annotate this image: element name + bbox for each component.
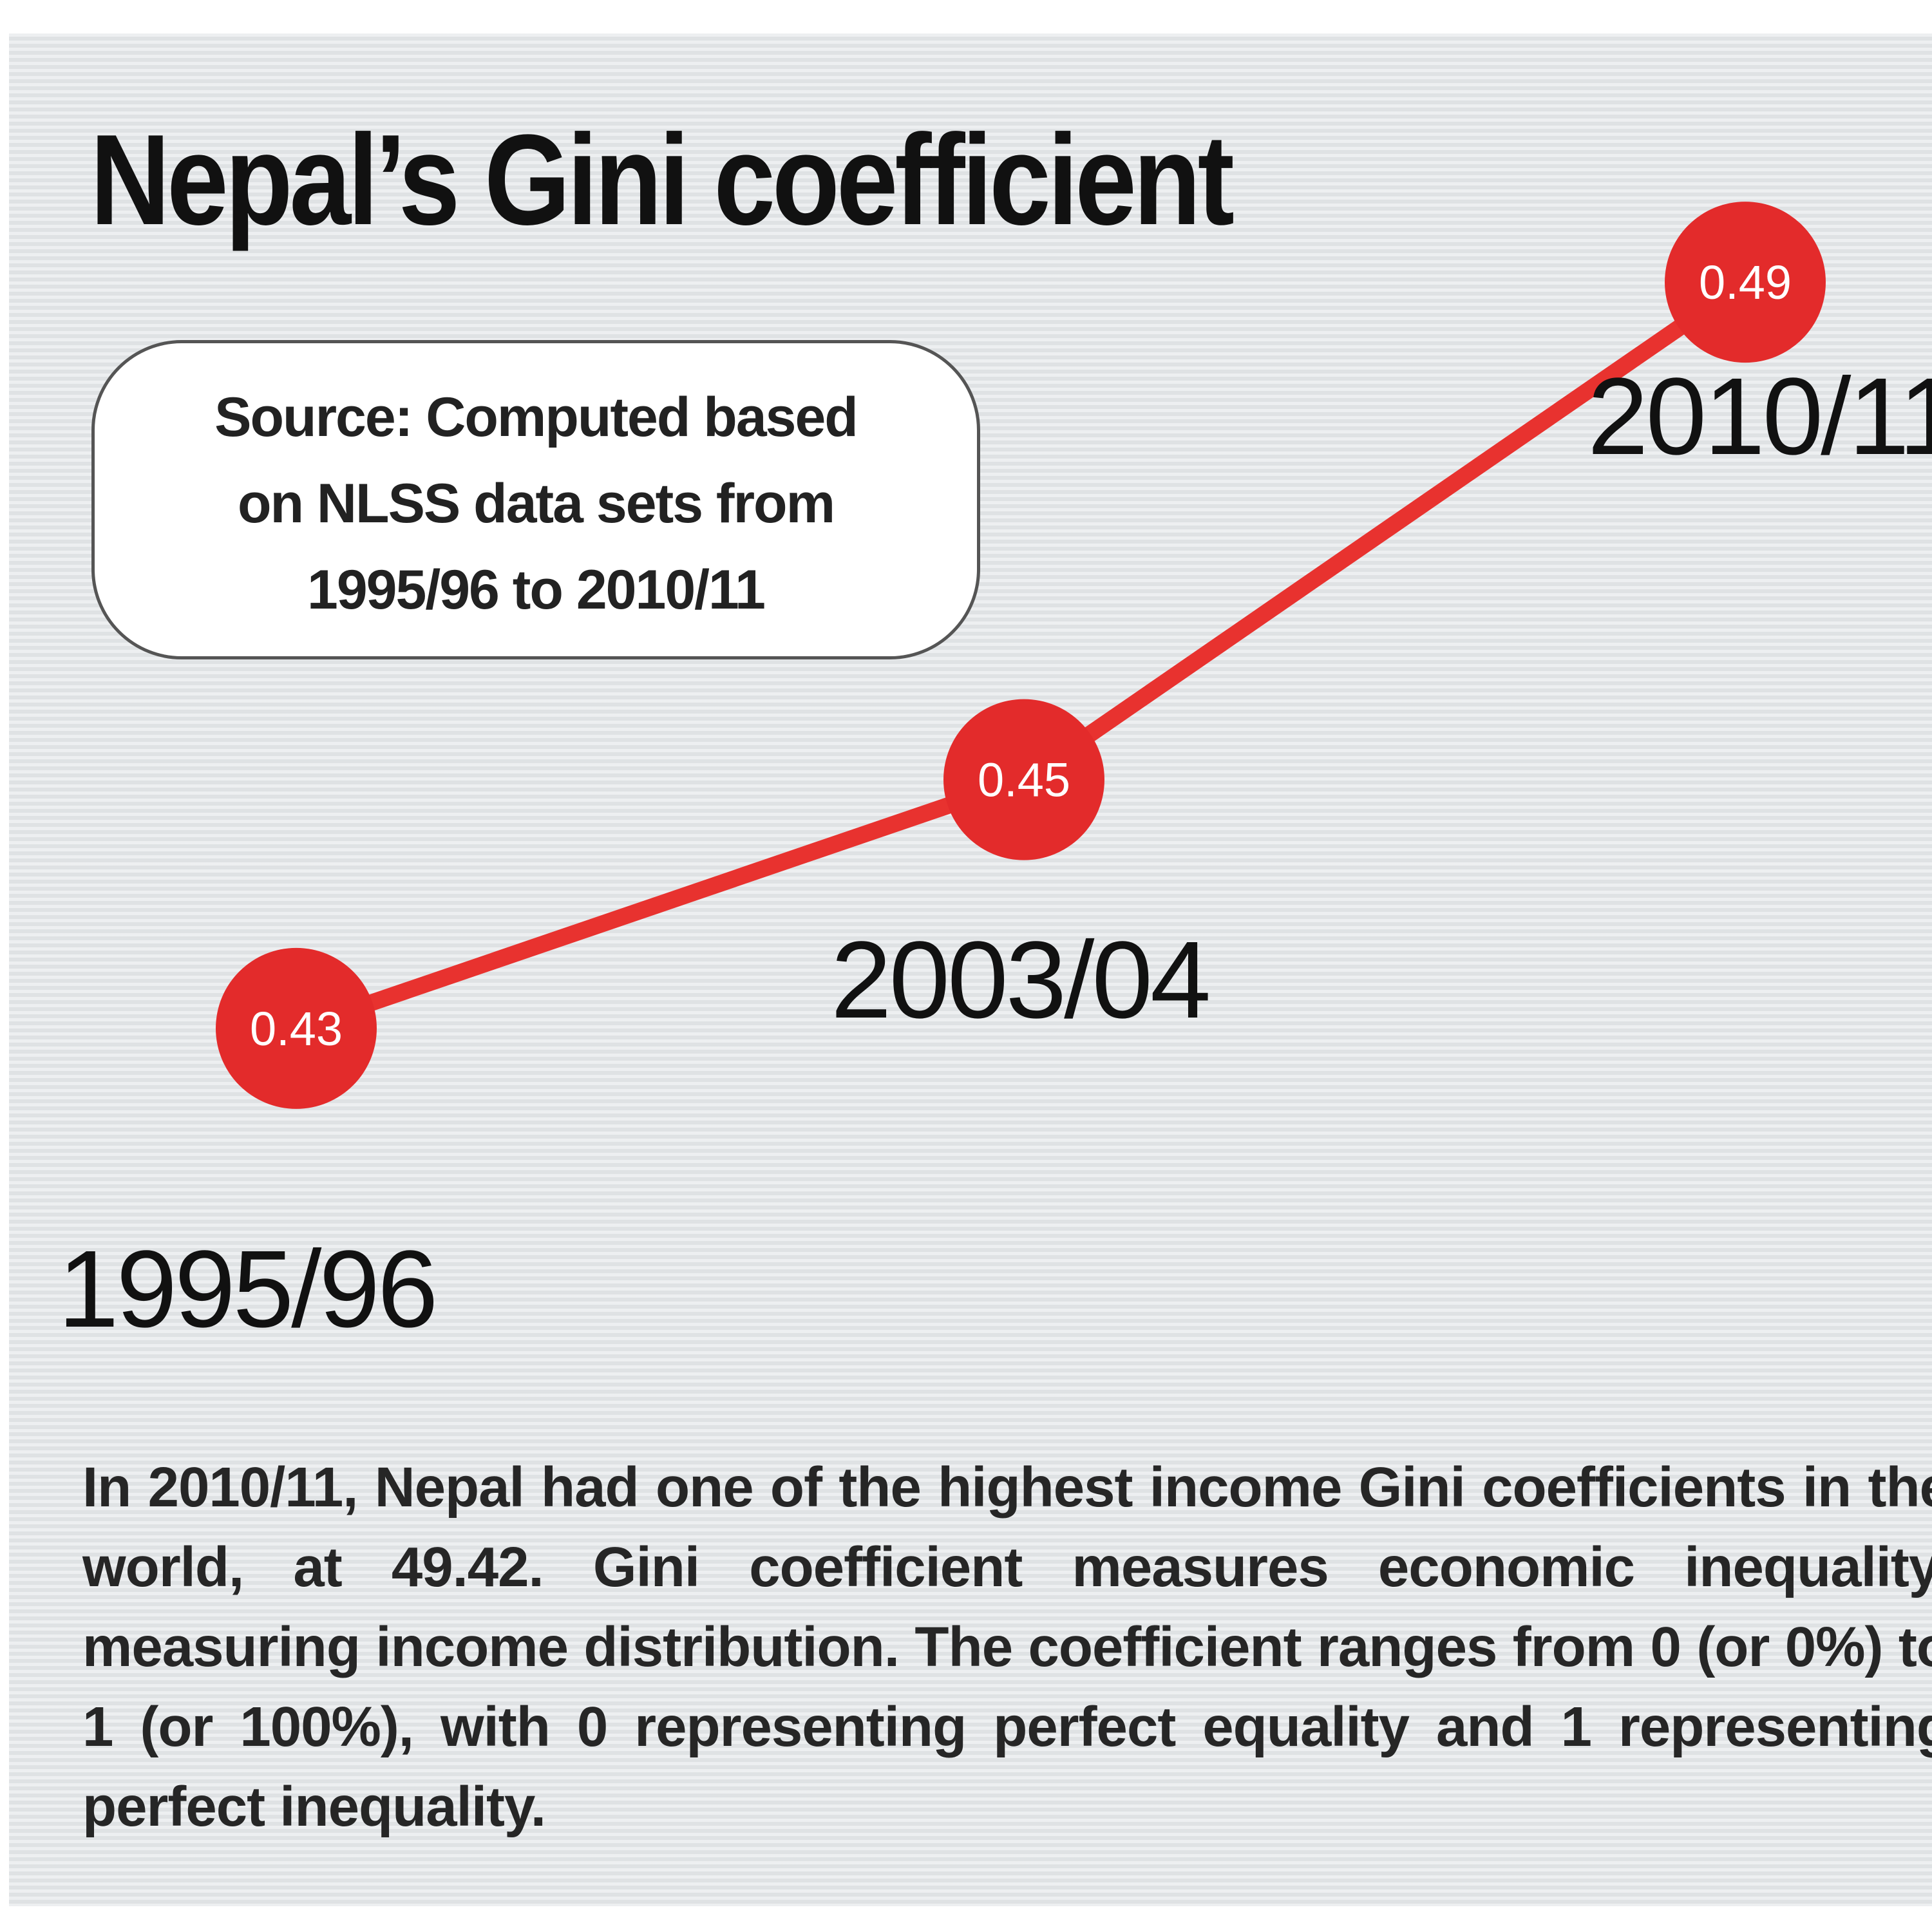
source-line-3: 1995/96 to 2010/11 <box>307 559 766 621</box>
point-marker <box>216 947 377 1109</box>
category-label-layer: 1995/96 2003/04 2010/11 <box>58 355 1932 1350</box>
point-marker <box>1665 202 1826 363</box>
source-line-1: Source: Computed based <box>214 386 858 448</box>
category-label: 1995/96 <box>58 1228 436 1350</box>
category-label: 2010/11 <box>1587 355 1932 478</box>
data-point-1995-96: 0.43 <box>216 947 377 1109</box>
source-line-2: on NLSS data sets from <box>237 473 835 535</box>
point-marker <box>943 699 1104 860</box>
description-paragraph: In 2010/11, Nepal had one of the highest… <box>82 1456 1932 1838</box>
source-box: Source: Computed based on NLSS data sets… <box>91 340 980 659</box>
chart-title: Nepal’s Gini coefficient <box>90 108 1235 252</box>
data-label: 0.49 <box>1699 256 1792 309</box>
category-label: 2003/04 <box>831 919 1209 1041</box>
data-point-2010-11: 0.49 <box>1665 202 1826 363</box>
source-note: Source: Computed based on NLSS data sets… <box>95 374 977 633</box>
marker-layer: 0.43 0.45 0.49 <box>216 202 1826 1109</box>
data-label: 0.45 <box>978 753 1070 807</box>
data-point-2003-04: 0.45 <box>943 699 1104 860</box>
data-label: 0.43 <box>250 1002 343 1056</box>
